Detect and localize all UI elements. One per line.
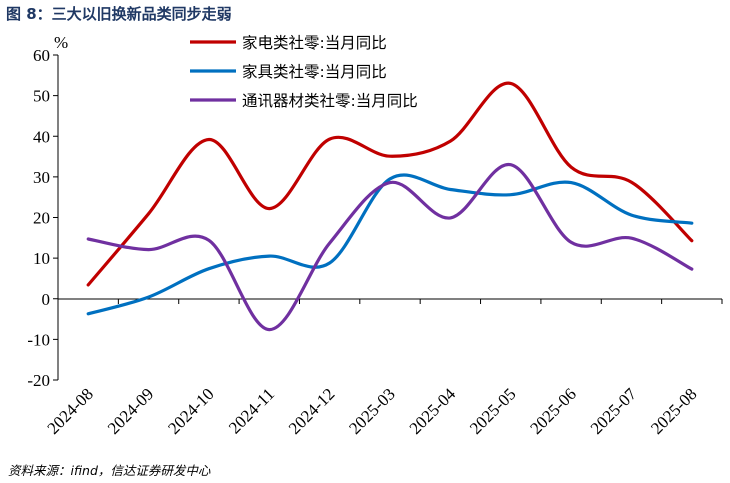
x-tick-label: 2025-07 (587, 384, 641, 438)
x-tick-label: 2025-05 (466, 384, 520, 438)
y-tick-label: 0 (42, 290, 51, 309)
x-tick-label: 2025-06 (526, 384, 580, 438)
x-tick-label: 2024-10 (164, 384, 218, 438)
legend-label: 家具类社零:当月同比 (242, 63, 387, 81)
legend-label: 家电类社零:当月同比 (242, 34, 387, 52)
series-line-furniture (86, 173, 694, 316)
series-line-appliances (86, 81, 694, 287)
y-axis-unit: % (54, 33, 68, 52)
x-tick-label: 2024-12 (285, 384, 339, 438)
x-tick-label: 2024-11 (225, 384, 278, 437)
x-tick-label: 2024-08 (44, 384, 98, 438)
chart-series-lines (86, 81, 694, 332)
x-tick-label: 2024-09 (104, 384, 158, 438)
y-tick-label: 30 (33, 168, 50, 187)
y-tick-label: 40 (33, 127, 50, 146)
y-tick-label: 50 (33, 87, 50, 106)
x-tick-label: 2025-04 (406, 384, 460, 438)
x-tick-label: 2025-08 (647, 384, 701, 438)
series-line-telecom (86, 163, 694, 332)
y-tick-label: 10 (33, 249, 50, 268)
y-tick-label: 20 (33, 209, 50, 228)
y-tick-label: -10 (27, 330, 50, 349)
figure-title: 图 8：三大以旧换新品类同步走弱 (6, 5, 232, 23)
y-tick-label: -20 (27, 371, 50, 390)
y-tick-label: 60 (33, 46, 50, 65)
x-tick-label: 2025-03 (345, 384, 399, 438)
legend-label: 通讯器材类社零:当月同比 (242, 92, 418, 110)
source-note: 资料来源：ifind，信达证券研发中心 (8, 463, 211, 478)
